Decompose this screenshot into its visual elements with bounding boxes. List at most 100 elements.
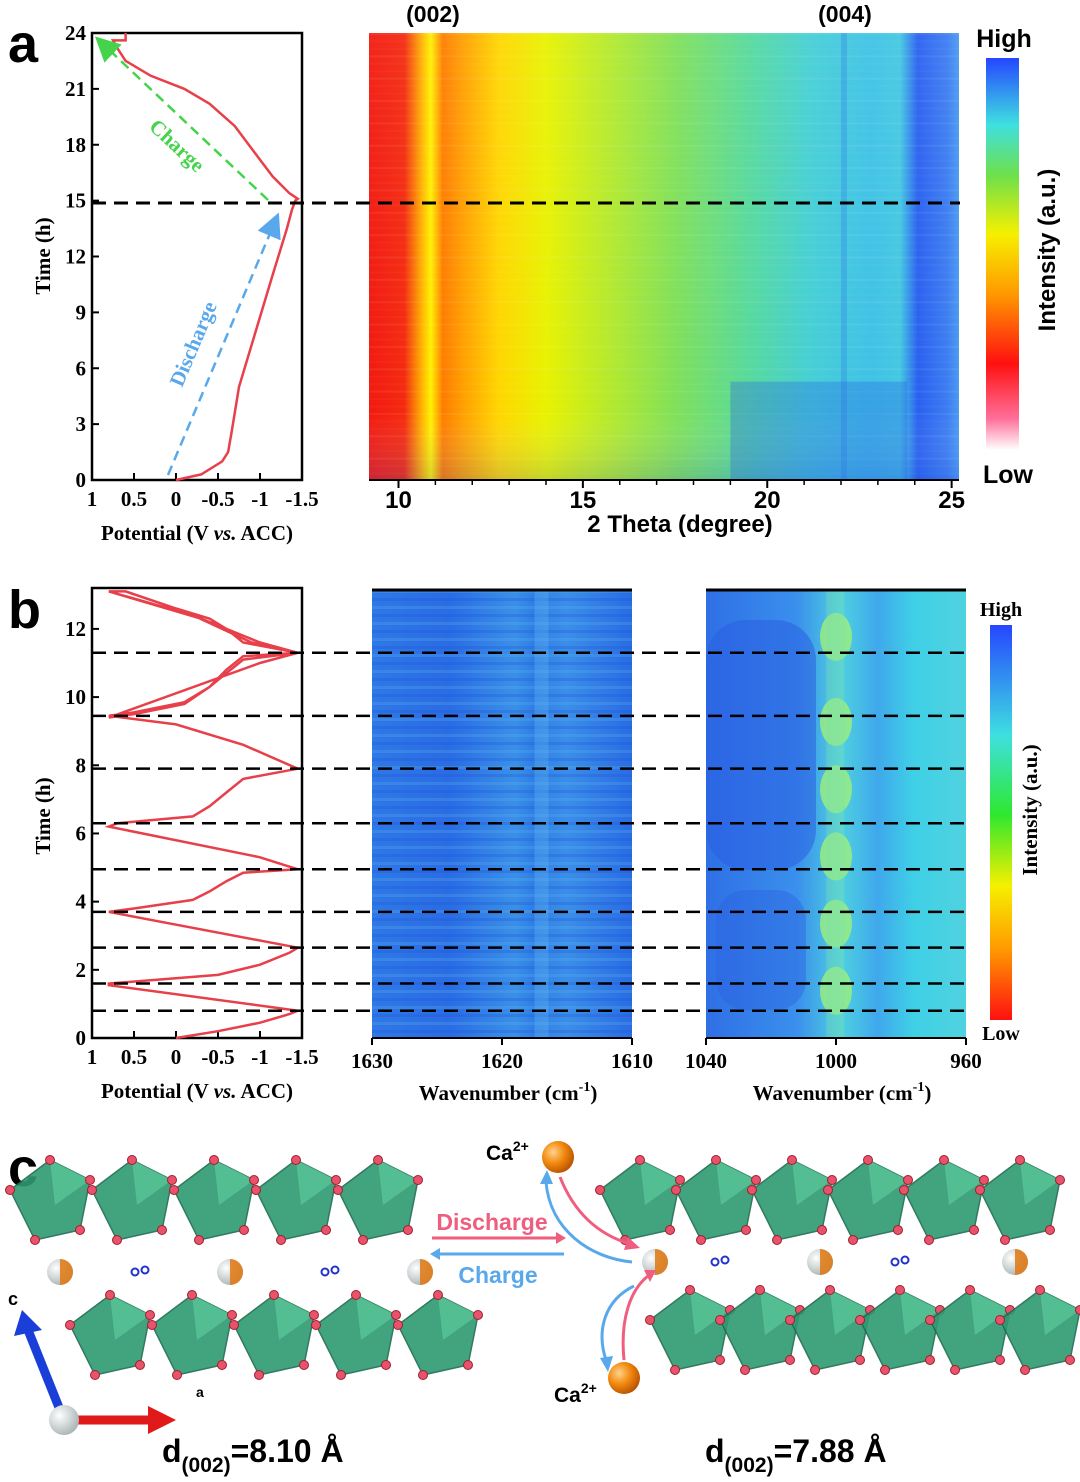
xrd-low-region [730,381,908,480]
xrd-stripe [369,316,959,318]
ir1-stripe [372,966,632,969]
ca-ion-half [820,1249,833,1275]
xrd-stripe [369,219,959,221]
xrd-stripe [369,301,959,304]
ir1-x-tick-label: 1610 [611,1049,653,1073]
xrd-stripe [369,204,959,206]
oxygen-atom [157,1225,167,1235]
octahedron-face [830,1290,870,1335]
ion-path-blue-top-head [540,1170,553,1184]
octahedron-face [356,1295,396,1340]
small-ion [330,1265,340,1275]
panel-b-colorbar-low: Low [982,1023,1020,1045]
ir2-low-region [716,890,806,1010]
xrd-stripe [369,40,959,42]
oxygen-atom [1065,1355,1075,1365]
octahedron-face [970,1290,1010,1335]
oxygen-atom [685,1285,695,1295]
ir1-stripe [372,926,632,929]
ion-path-blue-top [544,1181,633,1264]
xrd-stripe [369,137,959,139]
xrd-stripe [369,234,959,237]
panel-b-potential-plot: 1 0.5 0 -0.5 -1 -1.5 0 2 4 6 8 10 12 Potential (V vs… [31,586,319,1103]
ir1-stripe [372,646,632,649]
oxygen-atom [825,1285,835,1295]
ion-path-blue-bottom-head [600,1356,613,1372]
ir1-stripe [372,1006,632,1009]
octahedron-face [110,1295,150,1340]
oxygen-atom [391,1310,401,1320]
ir1-stripe [372,846,632,849]
oxygen-atom [333,1185,343,1195]
oxygen-atom [463,1360,473,1370]
octahedron-face [1040,1290,1080,1335]
xrd-stripe [369,331,959,333]
oxygen-atom [965,1285,975,1295]
panel-b-colorbar-label: Intensity (a.u.) [1018,744,1042,875]
octahedron-face [438,1295,478,1340]
xrd-stripe [369,33,959,35]
oxygen-atom [863,1155,873,1165]
ir1-stripe [372,742,632,745]
ir1-stripe [372,790,632,793]
d-spacing-right: d(002)=7.88 Å [705,1433,887,1477]
xrd-stripe [369,160,959,162]
axis-origin [49,1405,79,1435]
small-ion [890,1257,900,1267]
oxygen-atom [715,1315,725,1325]
ir1-stripe [372,638,632,641]
discharge-arrow [166,212,281,476]
xrd-stripe [369,264,959,266]
octahedron-face [214,1160,254,1205]
xrd-stripe [369,309,959,311]
x-tick-label: 1 [87,487,98,511]
panel-a-potential-plot: 1 0.5 0 -0.5 -1 -1.5 0 3 6 9 12 15 18 21 24 Potential … [31,21,319,545]
oxygen-atom [772,1235,782,1245]
ir2-peak-spot [820,612,852,661]
panel-a-potential-xlabel: Potential (V vs. ACC) [101,521,293,545]
x-tick-label: -1.5 [285,487,318,511]
oxygen-atom [1020,1365,1030,1375]
octahedron-face [944,1160,984,1205]
ir1-stripe [372,942,632,945]
xrd-stripe [369,48,959,50]
panel-a-colorbar-low: Low [983,461,1034,489]
ir1-stripe [372,750,632,753]
ir1-stripe [372,758,632,761]
oxygen-atom [827,1175,837,1185]
ir2-low-region [706,620,816,870]
xrd-004-trace [841,33,847,480]
oxygen-atom [855,1355,865,1365]
panel-a-potential-curve [110,33,300,482]
oxygen-atom [893,1225,903,1235]
ir1-stripe [372,830,632,833]
xrd-stripe [369,122,959,125]
oxygen-atom [711,1155,721,1165]
oxygen-atom [321,1225,331,1235]
ir1-stripe [372,614,632,617]
oxygen-atom [671,1185,681,1195]
ion-path-pink-bottom-head [644,1270,656,1282]
ir1-stripe [372,886,632,889]
xrd-axis-ticks: 10 15 20 25 [369,479,965,514]
oxygen-atom [45,1155,55,1165]
octahedron-face [192,1295,232,1340]
oxygen-atom [30,1235,40,1245]
xrd-stripe [369,100,959,103]
charge-arrow-label: Charge [145,114,210,177]
oxygen-atom [147,1320,157,1330]
oxygen-atom [90,1370,100,1380]
oxygen-atom [939,1155,949,1165]
xrd-stripe [369,271,959,273]
xrd-stripe [369,227,959,229]
y-tick-label: 21 [65,77,86,101]
oxygen-atom [848,1235,858,1245]
oxygen-atom [925,1355,935,1365]
xrd-stripe [369,70,959,72]
octahedron-face [716,1160,756,1205]
oxygen-atom [291,1155,301,1165]
xrd-stripe [369,152,959,154]
y-tick-label: 2 [76,958,87,982]
xrd-stripe [369,249,959,251]
